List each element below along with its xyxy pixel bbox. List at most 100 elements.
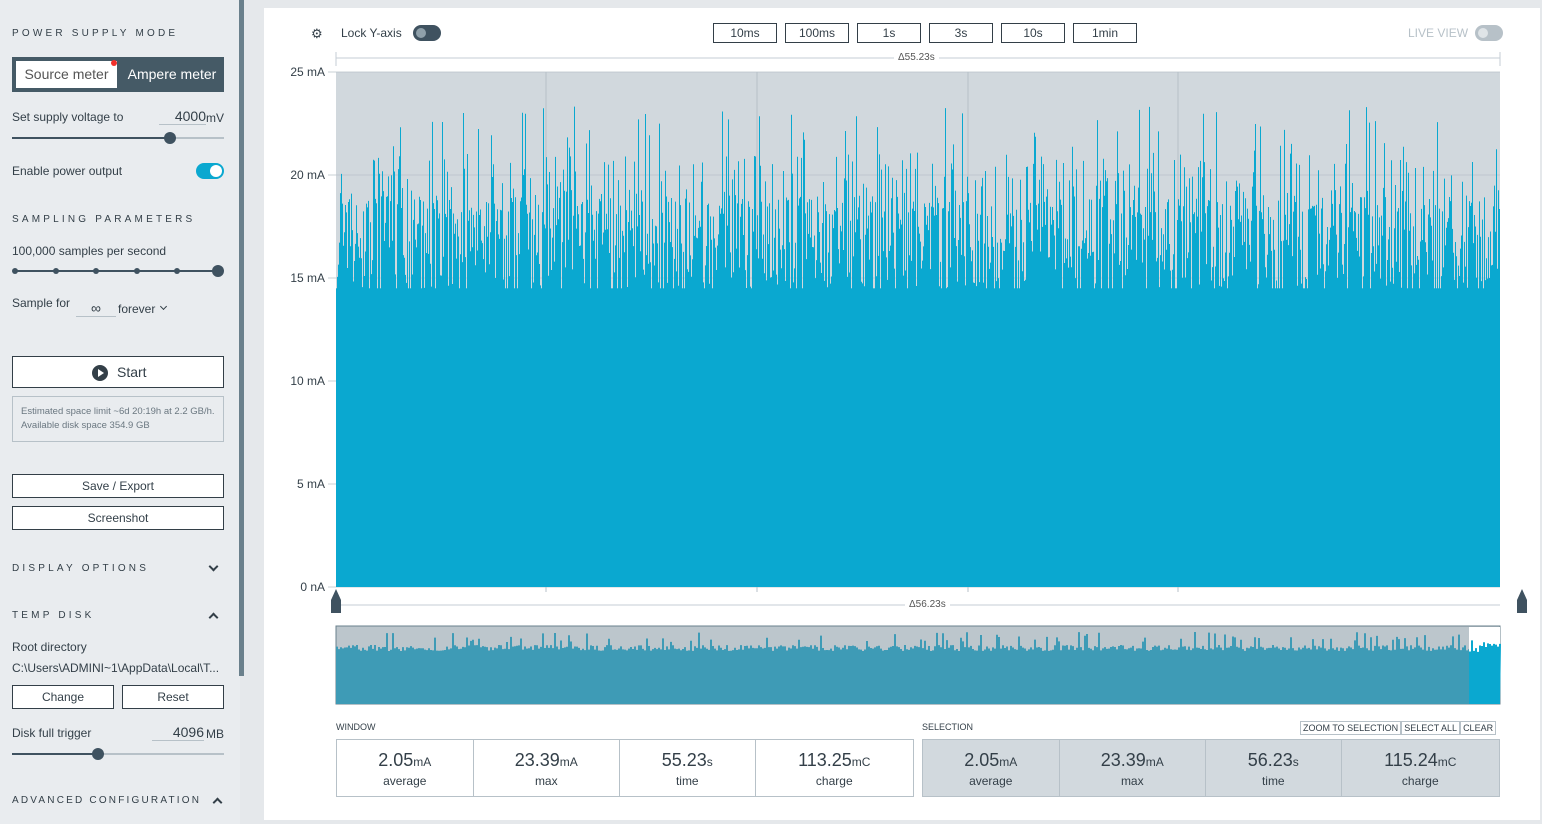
root-path: C:\Users\ADMINI~1\AppData\Local\T... xyxy=(12,661,220,675)
supply-voltage-handle[interactable] xyxy=(164,132,176,144)
power-output-toggle[interactable] xyxy=(196,163,224,179)
minimap-delta-label: Δ56.23s xyxy=(905,599,950,610)
temp-disk-heading[interactable]: TEMP DISK xyxy=(12,610,95,621)
slider-fill xyxy=(12,137,170,139)
minimap-window-series xyxy=(1469,640,1501,704)
selection-handle-icon[interactable] xyxy=(1517,589,1527,613)
ampere-meter-button[interactable]: Ampere meter xyxy=(127,66,217,82)
stat-value: 56.23 xyxy=(1247,750,1293,770)
stat-value: 55.23 xyxy=(661,750,707,770)
current-chart[interactable] xyxy=(0,0,1542,720)
source-meter-button[interactable]: Source meter xyxy=(16,61,117,88)
sample-rate-step[interactable] xyxy=(212,265,224,277)
stat-average: 2.05mA average xyxy=(923,740,1060,796)
sample-for-label: Sample for xyxy=(12,296,71,310)
disk-full-input[interactable]: 4096 xyxy=(152,724,204,741)
stat-label: max xyxy=(1120,774,1144,788)
window-100ms-button[interactable]: 100ms xyxy=(785,23,849,43)
stat-value: 2.05 xyxy=(378,750,414,770)
stat-charge: 113.25mC charge xyxy=(756,740,913,796)
start-label: Start xyxy=(117,364,147,380)
stat-unit: s xyxy=(1292,755,1299,769)
chevron-up-icon[interactable] xyxy=(212,797,223,808)
stat-unit: mA xyxy=(1145,755,1164,769)
stat-label: charge xyxy=(815,774,853,788)
supply-voltage-slider[interactable] xyxy=(12,137,224,139)
stat-value: 113.25 xyxy=(798,750,852,770)
stat-label: average xyxy=(383,774,427,788)
sample-rate-slider[interactable] xyxy=(15,270,218,272)
window-1s-button[interactable]: 1s xyxy=(857,23,921,43)
sidebar-scrollbar[interactable] xyxy=(239,0,244,676)
stat-label: max xyxy=(534,774,558,788)
stat-time: 55.23s time xyxy=(620,740,756,796)
stat-unit: mA xyxy=(559,755,578,769)
screenshot-button[interactable]: Screenshot xyxy=(12,506,224,530)
settings-gear-icon[interactable]: ⚙ xyxy=(311,26,323,41)
selection-actions: ZOOM TO SELECTION SELECT ALL CLEAR xyxy=(1300,721,1497,735)
clear-button[interactable]: CLEAR xyxy=(1460,721,1497,735)
play-icon xyxy=(92,365,108,381)
sample-rate-step[interactable] xyxy=(52,268,59,274)
y-tick-label: 15 mA xyxy=(290,271,325,285)
live-view-label: LIVE VIEW xyxy=(1408,26,1469,40)
samples-label: 100,000 samples per second xyxy=(12,244,167,258)
sample-rate-step[interactable] xyxy=(93,268,100,274)
supply-voltage-label: Set supply voltage to xyxy=(12,110,124,124)
reset-button[interactable]: Reset xyxy=(122,685,224,709)
power-supply-mode-heading: POWER SUPPLY MODE xyxy=(12,28,179,39)
stat-value: 23.39 xyxy=(1100,750,1146,770)
stat-unit: s xyxy=(706,755,713,769)
root-directory-label: Root directory xyxy=(12,640,87,654)
advanced-configuration-heading[interactable]: ADVANCED CONFIGURATION xyxy=(12,795,202,806)
window-delta-label: Δ55.23s xyxy=(894,52,939,63)
stat-charge: 115.24mC charge xyxy=(1342,740,1499,796)
lock-y-axis-toggle[interactable] xyxy=(413,25,441,41)
mode-toggle: Source meter Ampere meter xyxy=(12,57,224,92)
slider-fill xyxy=(12,753,98,755)
sample-for-input[interactable]: ∞ xyxy=(76,300,116,317)
display-options-heading[interactable]: DISPLAY OPTIONS xyxy=(12,563,150,574)
stat-max: 23.39mA max xyxy=(1060,740,1207,796)
start-button[interactable]: Start xyxy=(12,356,224,388)
window-3s-button[interactable]: 3s xyxy=(929,23,993,43)
selection-handle-icon[interactable] xyxy=(331,589,341,613)
space-estimate: Estimated space limit ~6d 20:19h at 2.2 … xyxy=(12,396,224,442)
change-button[interactable]: Change xyxy=(12,685,114,709)
stat-max: 23.39mA max xyxy=(474,740,621,796)
save-export-button[interactable]: Save / Export xyxy=(12,474,224,498)
stat-average: 2.05mA average xyxy=(337,740,474,796)
stat-unit: mA xyxy=(413,755,432,769)
sample-for-unit-dropdown[interactable]: forever xyxy=(118,302,155,316)
disk-full-handle[interactable] xyxy=(92,748,104,760)
window-1min-button[interactable]: 1min xyxy=(1073,23,1137,43)
selection-stats: 2.05mA average 23.39mA max 56.23s time 115.24m… xyxy=(922,739,1500,797)
minimap-series xyxy=(336,632,1470,704)
live-view-toggle[interactable] xyxy=(1475,25,1503,41)
sample-rate-step[interactable] xyxy=(12,268,18,274)
supply-voltage-input[interactable]: 4000 xyxy=(159,108,206,125)
disk-full-slider[interactable] xyxy=(12,753,224,755)
stat-label: time xyxy=(675,774,699,788)
window-10s-button[interactable]: 10s xyxy=(1001,23,1065,43)
sample-rate-step[interactable] xyxy=(133,268,140,274)
stat-value: 2.05 xyxy=(964,750,1000,770)
supply-voltage-unit: mV xyxy=(206,111,224,125)
sampling-parameters-heading: SAMPLING PARAMETERS xyxy=(12,214,196,225)
selection-stats-title: SELECTION xyxy=(922,722,974,732)
window-stats: 2.05mA average 23.39mA max 55.23s time 113.25m… xyxy=(336,739,914,797)
stat-label: charge xyxy=(1401,774,1439,788)
window-10ms-button[interactable]: 10ms xyxy=(713,23,777,43)
stat-unit: mC xyxy=(1437,755,1457,769)
stat-unit: mC xyxy=(851,755,871,769)
zoom-to-selection-button[interactable]: ZOOM TO SELECTION xyxy=(1300,721,1402,735)
stat-label: average xyxy=(969,774,1013,788)
disk-full-unit: MB xyxy=(206,727,224,741)
disk-full-label: Disk full trigger xyxy=(12,726,92,740)
select-all-button[interactable]: SELECT ALL xyxy=(1401,721,1461,735)
enable-power-output-label: Enable power output xyxy=(12,164,123,178)
stat-unit: mA xyxy=(999,755,1018,769)
lock-y-axis-label: Lock Y-axis xyxy=(341,26,402,40)
stat-value: 23.39 xyxy=(514,750,560,770)
sample-rate-step[interactable] xyxy=(174,268,181,274)
